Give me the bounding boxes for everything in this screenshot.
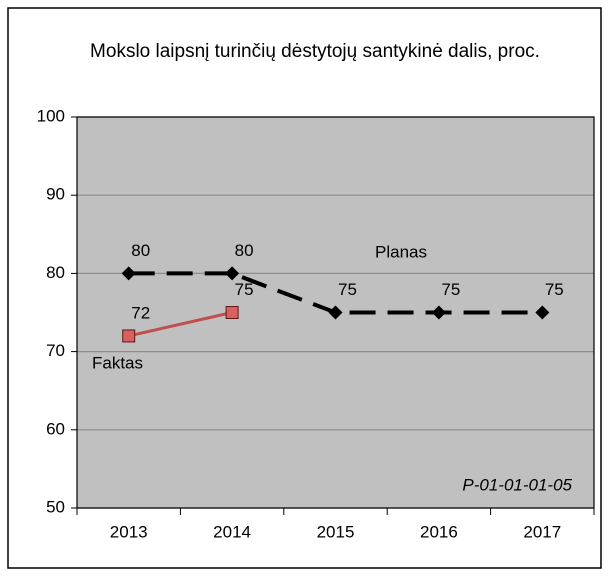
series-name: Faktas [92,353,143,372]
data-label: 75 [441,280,460,299]
y-tick-label: 60 [46,419,65,438]
x-tick-label: 2013 [110,522,148,541]
data-label: 75 [338,280,357,299]
point-marker [431,305,446,320]
x-tick-label: 2014 [213,522,251,541]
series-line [128,311,233,338]
data-label: 72 [131,303,150,322]
x-tick-label: 2015 [317,522,355,541]
x-tick-label: 2017 [523,522,561,541]
data-label: 80 [235,241,254,260]
data-label: 75 [545,280,564,299]
point-marker [535,305,550,320]
y-tick-label: 80 [46,263,65,282]
annotation: P-01-01-01-05 [462,475,572,494]
data-label: 75 [235,280,254,299]
point-marker [328,305,343,320]
point-marker [122,329,136,343]
y-tick-label: 50 [46,497,65,516]
y-tick-label: 70 [46,341,65,360]
y-tick-label: 100 [37,106,65,125]
x-tick-label: 2016 [420,522,458,541]
point-marker [225,306,239,319]
y-tick-label: 90 [46,185,65,204]
point-marker [225,266,240,281]
point-marker [121,266,136,281]
data-label: 80 [131,241,150,260]
chart-title: Mokslo laipsnį turinčių dėstytojų santyk… [90,41,540,62]
series-name: Planas [375,242,427,261]
plot-border [76,116,595,509]
